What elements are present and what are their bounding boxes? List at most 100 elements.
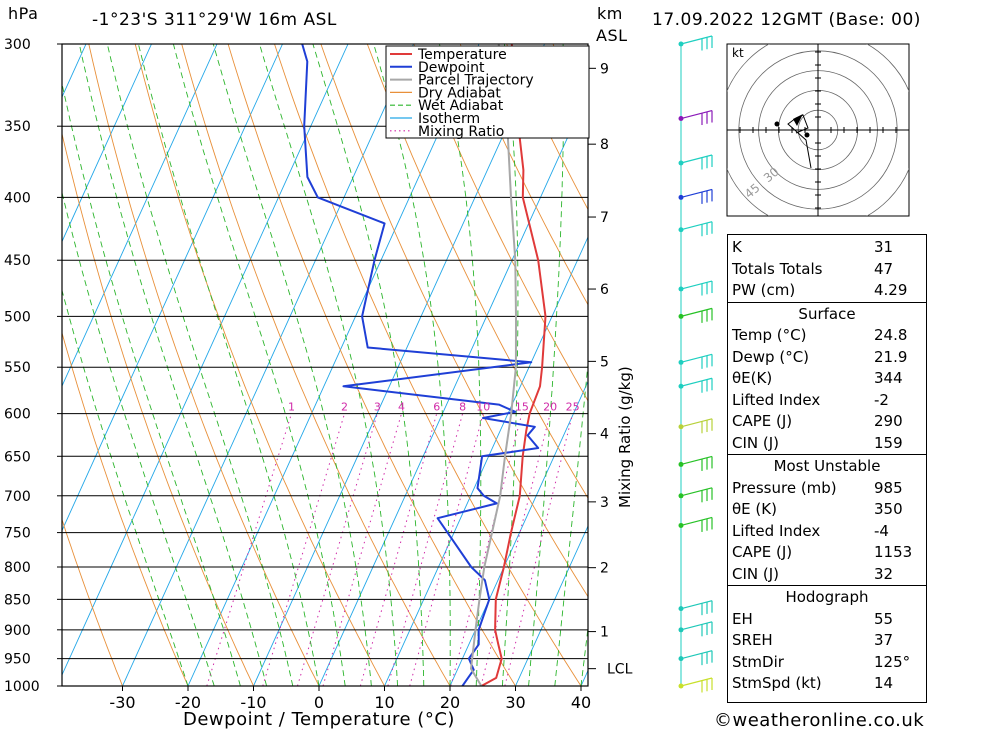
mixing-ratio-line [206, 413, 292, 686]
series-dewpoint [301, 44, 540, 686]
height-tick-label: LCL [607, 662, 633, 678]
temperature-tick-label: -30 [109, 693, 135, 712]
isotherm-line [62, 44, 218, 388]
height-tick-label: 1 [600, 625, 609, 641]
height-tick-label: 2 [600, 561, 609, 577]
pressure-tick-label: 800 [4, 560, 31, 576]
pressure-tick-label: 400 [4, 190, 31, 206]
isotherm-line [62, 44, 152, 243]
index-label: Pressure (mb) [732, 478, 837, 497]
index-value: 344 [874, 369, 903, 387]
wet-adiabat-line [259, 44, 399, 686]
pressure-tick-label: 650 [4, 449, 31, 465]
mixing-ratio-label: 20 [543, 401, 557, 414]
plot-frame [61, 43, 589, 687]
pressure-tick-label: 900 [4, 623, 31, 639]
index-label: SREH [732, 631, 773, 649]
pressure-tick-label: 700 [4, 489, 31, 505]
pressure-tick-label: 300 [4, 37, 31, 53]
pressure-unit-label: hPa [8, 4, 39, 23]
index-row: EH 55 [732, 609, 922, 632]
index-row: Pressure (mb) 985 [732, 478, 922, 501]
pressure-tick-label: 500 [4, 309, 31, 325]
dry-adiabat-line [227, 44, 516, 686]
index-row: θE(K) 344 [732, 371, 922, 391]
mixing-ratio-line [387, 413, 464, 686]
wet-adiabat-line [580, 624, 588, 686]
index-label: CIN (J) [732, 564, 780, 583]
index-label: θE (K) [732, 500, 777, 518]
isotherm-line [515, 524, 588, 686]
isotherm-line [253, 44, 545, 686]
height-unit-asl-label: ASL [596, 26, 628, 45]
index-row: Temp (°C) 24.8 [732, 328, 922, 348]
mixing-ratio-label: 10 [476, 401, 490, 414]
dry-adiabat-line [971, 44, 1000, 686]
index-row: CAPE (J) 290 [732, 414, 922, 434]
index-value: 290 [874, 412, 903, 430]
hodograph-unit-label: kt [732, 46, 744, 60]
dry-adiabat-line [413, 44, 588, 402]
isotherm-line [318, 91, 588, 686]
legend-box [385, 45, 590, 139]
index-row: K 31 [732, 240, 922, 260]
index-section-title: Hodograph [785, 588, 869, 606]
index-label: CAPE (J) [732, 412, 793, 430]
index-row: θE (K) 350 [732, 502, 922, 522]
pressure-tick-label: 750 [4, 526, 31, 542]
index-value: 21.9 [874, 347, 908, 366]
index-value: 1153 [874, 543, 913, 561]
index-label: CIN (J) [732, 433, 780, 452]
dry-adiabat-line [181, 44, 451, 686]
legend-entry: Parcel Trajectory [418, 73, 534, 89]
legend-entry: Dry Adiabat [418, 85, 501, 101]
index-row: Dewp (°C) 21.9 [732, 347, 922, 370]
wind-profile [678, 35, 713, 693]
mixing-ratio-line [450, 413, 523, 686]
legend-entry: Temperature [417, 47, 507, 63]
plot-area: 1 2 3 4 6 8 10 15 20 25 [62, 44, 1000, 686]
wet-adiabat-line [137, 44, 320, 686]
mixing-ratio-label: 3 [374, 401, 381, 414]
isotherm-line [62, 44, 283, 532]
index-row: StmDir 125° [732, 652, 922, 675]
pressure-tick-label: 1000 [4, 679, 40, 695]
mixing-ratio-line [322, 413, 402, 686]
mixing-ratio-label: 2 [341, 401, 348, 414]
mixing-ratio-axis-label: Mixing Ratio (g/kg) [616, 366, 634, 508]
wet-adiabat-line [312, 44, 425, 686]
index-value: 31 [874, 238, 894, 256]
hodograph-storm-arrow [793, 114, 803, 126]
wet-adiabat-line [439, 44, 482, 686]
index-separator [728, 454, 926, 455]
temperature-tick-label: 10 [374, 693, 394, 712]
height-tick-label: 7 [600, 210, 609, 226]
height-tick-label: 4 [600, 427, 609, 443]
legend-entry: Isotherm [418, 111, 480, 127]
mixing-ratio-label: 25 [566, 401, 580, 414]
index-value: 125° [874, 652, 911, 671]
index-value: 14 [874, 674, 894, 692]
pressure-tick-label: 950 [4, 652, 31, 668]
pressure-tick-label: 600 [4, 407, 31, 423]
pressure-tick-label: 850 [4, 592, 31, 608]
pressure-tick-label: 450 [4, 253, 31, 269]
index-label: Totals Totals [732, 259, 823, 278]
dry-adiabat-line [459, 44, 588, 306]
height-tick-label: 9 [600, 61, 609, 77]
index-label: StmSpd (kt) [732, 674, 822, 692]
index-row: Lifted Index -2 [732, 390, 922, 413]
mixing-ratio-label: 15 [515, 401, 529, 414]
mixing-ratio-line [359, 413, 438, 686]
x-axis-label: Dewpoint / Temperature (°C) [183, 709, 455, 730]
series-temperature [480, 44, 547, 686]
height-tick-label: 6 [600, 282, 609, 298]
index-label: Lifted Index [732, 390, 821, 409]
index-row: CAPE (J) 1153 [732, 545, 922, 565]
wet-adiabat-line [528, 44, 565, 686]
index-label: θE(K) [732, 369, 773, 387]
wet-adiabat-line [62, 81, 241, 686]
index-label: EH [732, 609, 753, 628]
